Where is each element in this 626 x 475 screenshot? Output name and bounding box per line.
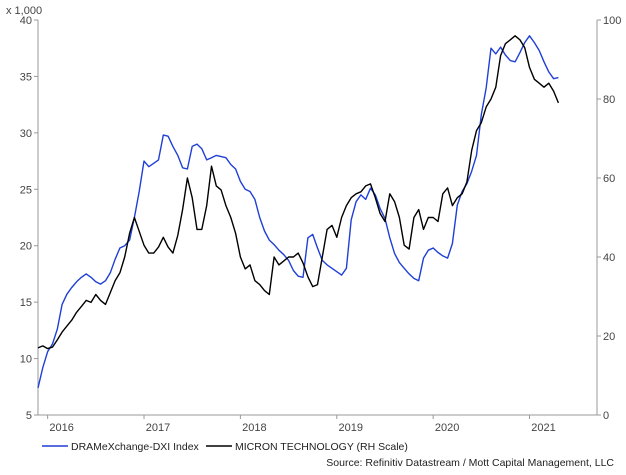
legend-item-dram: DRAMeXchange-DXI Index [42, 441, 200, 453]
right-y-tick-label: 60 [603, 173, 615, 185]
left-y-tick-label: 30 [20, 128, 32, 140]
series-layer [37, 35, 560, 389]
right-y-tick-label: 80 [603, 94, 615, 106]
left-y-tick-label: 10 [20, 354, 32, 366]
series-line-micron [37, 35, 560, 350]
left-y-tick-label: 20 [20, 241, 32, 253]
right-y-axis-ticks: 0 20 40 60 80 100 [597, 15, 621, 422]
right-y-tick-label: 100 [603, 15, 621, 27]
right-y-tick-label: 0 [603, 410, 609, 422]
left-y-axis-ticks: 5 10 15 20 25 30 35 40 [20, 15, 38, 422]
left-y-tick-label: 40 [20, 15, 32, 27]
x-tick-label: 2021 [531, 422, 555, 434]
right-y-tick-label: 40 [603, 252, 615, 264]
left-y-tick-label: 25 [20, 184, 32, 196]
x-tick-label: 2018 [242, 422, 266, 434]
x-axis-ticks: 2016 2017 2018 2019 2020 2021 [47, 415, 556, 434]
legend-item-micron: MICRON TECHNOLOGY (RH Scale) [206, 441, 408, 453]
legend: DRAMeXchange-DXI Index MICRON TECHNOLOGY… [42, 441, 408, 453]
x-tick-label: 2016 [49, 422, 73, 434]
source-note: Source: Refinitiv Datastream / Mott Capi… [326, 457, 614, 469]
right-y-tick-label: 20 [603, 331, 615, 343]
y-axis-multiplier-label: x 1,000 [6, 5, 42, 17]
left-y-tick-label: 35 [20, 71, 32, 83]
series-line-dram [37, 35, 559, 389]
x-tick-label: 2017 [146, 422, 170, 434]
legend-label-dram: DRAMeXchange-DXI Index [71, 441, 200, 453]
left-y-tick-label: 5 [26, 410, 32, 422]
x-tick-label: 2020 [435, 422, 459, 434]
legend-label-micron: MICRON TECHNOLOGY (RH Scale) [235, 441, 408, 453]
x-tick-label: 2019 [339, 422, 363, 434]
left-y-tick-label: 15 [20, 297, 32, 309]
